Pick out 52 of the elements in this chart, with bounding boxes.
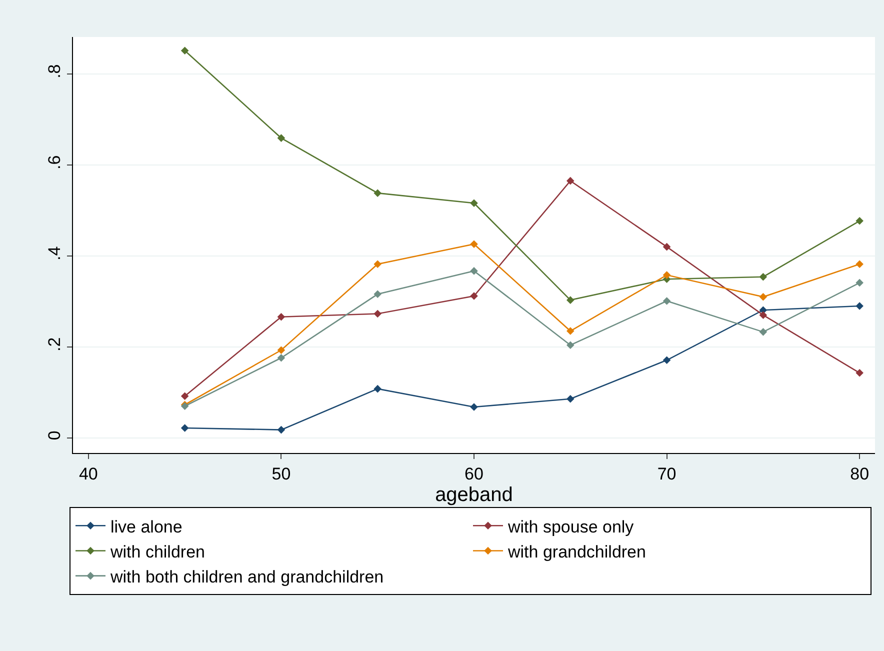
point bbox=[856, 260, 864, 268]
point bbox=[374, 290, 382, 298]
point bbox=[470, 267, 478, 275]
legend-label: with grandchildren bbox=[507, 542, 646, 562]
point bbox=[566, 176, 574, 185]
x-tick-label: 40 bbox=[78, 464, 98, 484]
point bbox=[470, 403, 478, 411]
point bbox=[470, 240, 478, 248]
legend-label: with both children and grandchildren bbox=[110, 567, 384, 586]
point bbox=[856, 302, 864, 310]
point bbox=[662, 271, 671, 279]
point bbox=[180, 46, 189, 55]
y-tick-label: .8 bbox=[45, 64, 64, 78]
x-tick-label: 60 bbox=[464, 464, 484, 484]
point bbox=[277, 354, 286, 362]
point bbox=[277, 313, 286, 321]
point bbox=[374, 310, 382, 318]
y-tick-label: .6 bbox=[45, 155, 64, 170]
point bbox=[759, 311, 768, 319]
point bbox=[759, 328, 768, 336]
x-axis-title: ageband bbox=[435, 484, 513, 506]
point bbox=[374, 260, 382, 268]
y-tick-label: .2 bbox=[45, 337, 64, 352]
point bbox=[180, 392, 189, 400]
y-tick-label: .4 bbox=[45, 246, 64, 260]
point bbox=[566, 327, 574, 335]
x-tick-label: 70 bbox=[657, 464, 676, 484]
point bbox=[759, 272, 768, 281]
point bbox=[277, 346, 286, 354]
legend-label: live alone bbox=[110, 517, 182, 536]
point bbox=[277, 134, 286, 142]
point bbox=[856, 368, 864, 377]
point bbox=[277, 426, 286, 434]
point bbox=[566, 341, 574, 350]
point bbox=[662, 242, 671, 251]
point bbox=[662, 297, 671, 305]
y-tick-label: 0 bbox=[45, 430, 64, 440]
point bbox=[856, 278, 864, 287]
point bbox=[180, 424, 189, 432]
point bbox=[566, 296, 574, 304]
x-tick-label: 80 bbox=[850, 464, 870, 484]
legend-label: with children bbox=[110, 542, 205, 562]
point bbox=[566, 394, 574, 403]
point bbox=[662, 356, 671, 364]
point bbox=[856, 216, 864, 225]
legend-label: with spouse only bbox=[507, 517, 634, 536]
point bbox=[374, 189, 382, 198]
point bbox=[470, 199, 478, 208]
point bbox=[470, 292, 478, 300]
point bbox=[759, 292, 768, 301]
point bbox=[374, 384, 382, 393]
x-tick-label: 50 bbox=[272, 464, 291, 484]
